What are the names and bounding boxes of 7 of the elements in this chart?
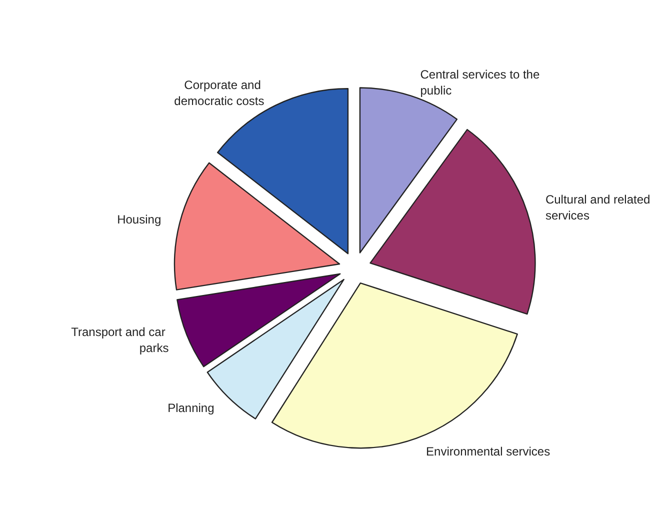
slice-label: Transport and car parks — [71, 324, 169, 355]
slice-label: Housing — [117, 212, 162, 227]
slice-label: Environmental services — [426, 444, 550, 458]
slice-label: Planning — [168, 401, 214, 416]
slice-label: Corporate and democratic costs — [174, 78, 264, 108]
slice-label: Central services to the public — [420, 68, 543, 98]
slice-label: Cultural and related services — [545, 192, 653, 223]
